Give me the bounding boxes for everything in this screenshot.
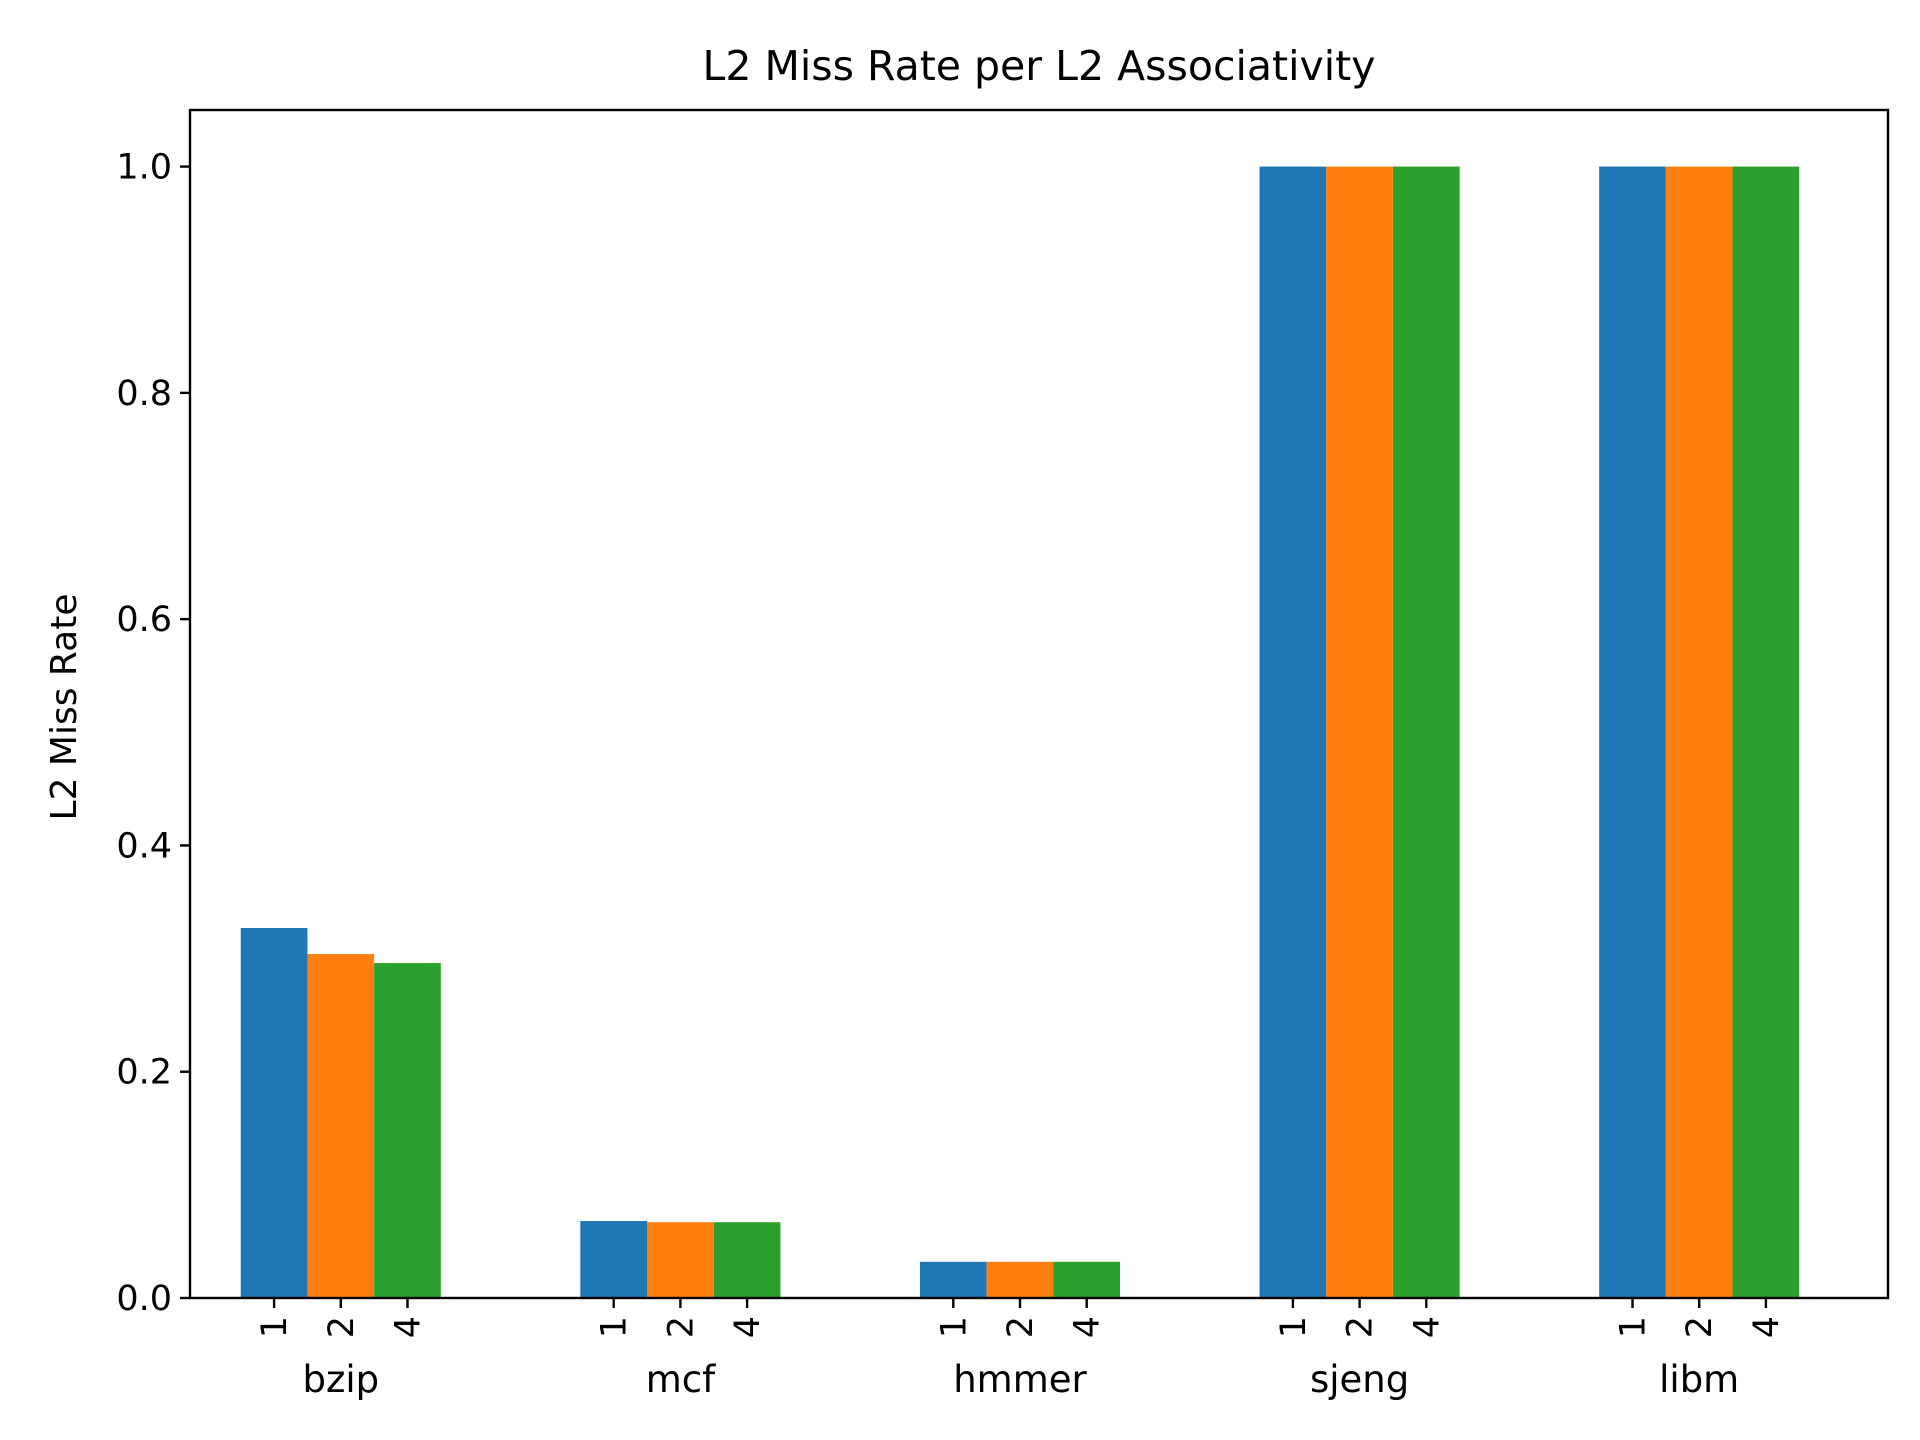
x-tick-label-libm-1: 1	[1614, 1316, 1654, 1338]
bar-hmmer-1	[919, 1261, 987, 1298]
bar-hmmer-4	[1053, 1261, 1121, 1298]
axes-frame	[188, 108, 1890, 1300]
y-tick-label-0: 0.0	[116, 1279, 172, 1319]
x-tick-label-bzip-4: 4	[389, 1316, 429, 1338]
bar-libm-4	[1732, 166, 1800, 1299]
bar-sjeng-1	[1259, 166, 1327, 1299]
bar-libm-2	[1665, 166, 1733, 1299]
chart-title: L2 Miss Rate per L2 Associativity	[703, 42, 1376, 90]
x-tick-label-hmmer-2: 2	[1001, 1316, 1041, 1338]
bar-mcf-2	[647, 1222, 714, 1298]
plot-area: 0.0 0.2 0.4 0.6 0.8 1.0 1 2 4 bzip 1 2 4 mcf 1 2 4 hmmer 1…	[116, 148, 1800, 1401]
category-label-mcf: mcf	[646, 1358, 716, 1401]
bar-mcf-1	[580, 1221, 648, 1298]
x-tick-label-sjeng-2: 2	[1341, 1316, 1381, 1338]
bar-sjeng-4	[1392, 166, 1460, 1299]
x-tick-label-sjeng-1: 1	[1274, 1316, 1314, 1338]
bar-sjeng-2	[1326, 166, 1393, 1299]
x-tick-label-hmmer-1: 1	[934, 1316, 974, 1338]
y-tick-label-5: 1.0	[116, 148, 172, 188]
x-tick-label-bzip-2: 2	[322, 1316, 362, 1338]
category-label-hmmer: hmmer	[953, 1358, 1087, 1401]
bar-bzip-1	[240, 928, 308, 1298]
y-tick-label-2: 0.4	[116, 826, 172, 866]
x-tick-label-mcf-4: 4	[728, 1316, 768, 1338]
category-label-libm: libm	[1659, 1358, 1739, 1401]
bar-libm-1	[1599, 166, 1666, 1299]
x-tick-label-sjeng-4: 4	[1407, 1316, 1447, 1338]
y-tick-label-3: 0.6	[116, 600, 172, 640]
bar-bzip-2	[307, 954, 375, 1298]
x-tick-label-hmmer-4: 4	[1068, 1316, 1108, 1338]
x-tick-label-libm-4: 4	[1747, 1316, 1787, 1338]
y-tick-label-4: 0.8	[116, 374, 172, 414]
bar-bzip-4	[374, 963, 441, 1298]
category-label-bzip: bzip	[302, 1358, 379, 1401]
category-label-sjeng: sjeng	[1310, 1358, 1409, 1401]
y-axis-label: L2 Miss Rate	[44, 594, 85, 821]
bar-mcf-4	[713, 1222, 781, 1298]
x-tick-label-mcf-2: 2	[661, 1316, 701, 1338]
x-tick-label-libm-2: 2	[1680, 1316, 1720, 1338]
y-tick-label-1: 0.2	[116, 1053, 172, 1093]
x-tick-label-bzip-1: 1	[255, 1316, 295, 1338]
x-tick-label-mcf-1: 1	[595, 1316, 635, 1338]
bar-hmmer-2	[986, 1261, 1054, 1298]
